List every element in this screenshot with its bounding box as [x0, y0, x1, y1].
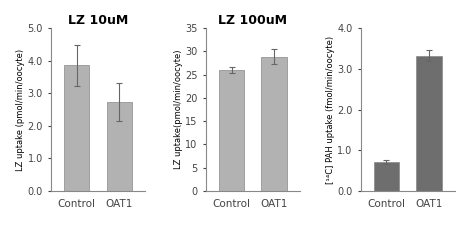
- Title: LZ 10uM: LZ 10uM: [68, 14, 128, 27]
- Y-axis label: LZ uptake(pmol/min/oocyte): LZ uptake(pmol/min/oocyte): [174, 50, 182, 169]
- Y-axis label: LZ uptake (pmol/min/oocyte): LZ uptake (pmol/min/oocyte): [16, 48, 25, 171]
- Bar: [373, 162, 398, 191]
- Bar: [261, 57, 287, 191]
- Y-axis label: [¹⁴C] PAH uptake (fmol/min/oocyte): [¹⁴C] PAH uptake (fmol/min/oocyte): [325, 35, 334, 184]
- Bar: [64, 65, 89, 191]
- Bar: [218, 70, 244, 191]
- Bar: [415, 56, 441, 191]
- Bar: [106, 102, 132, 191]
- Title: LZ 100uM: LZ 100uM: [218, 14, 287, 27]
